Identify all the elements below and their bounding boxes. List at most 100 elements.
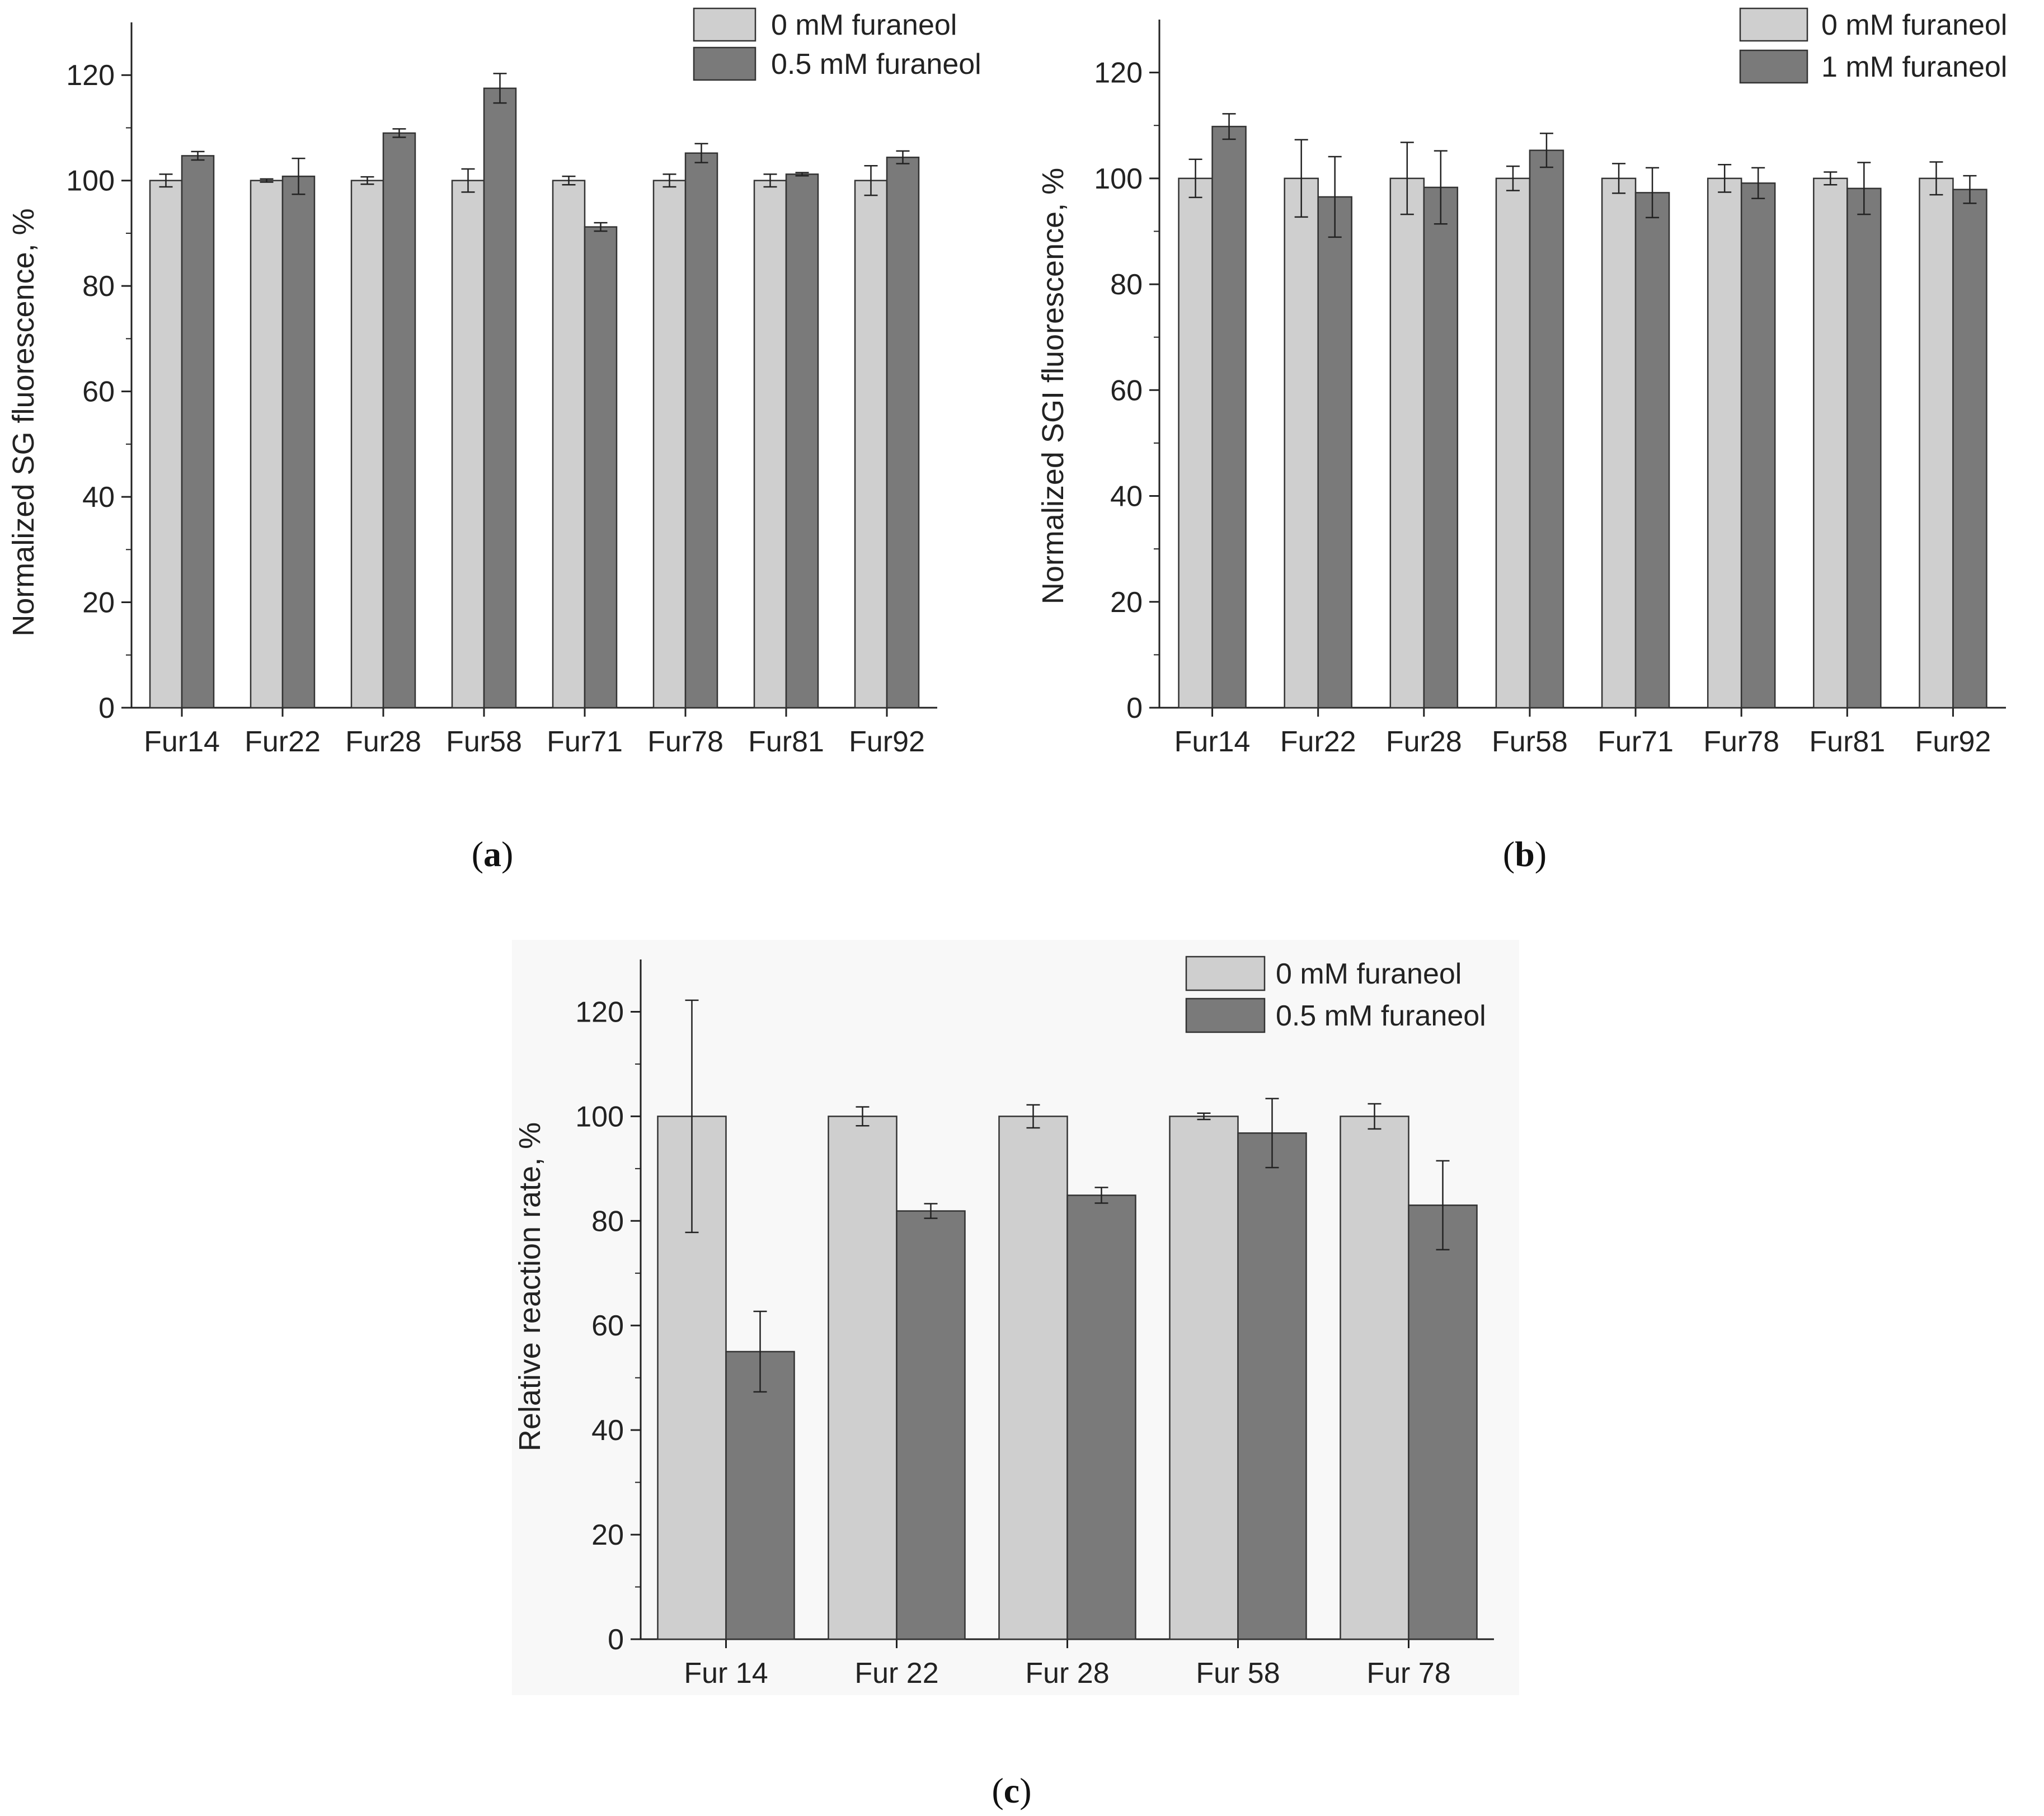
bar: [1178, 177, 1213, 709]
error-bar: [1434, 150, 1448, 225]
legend: 0 mM furaneol 0.5 mM furaneol: [1185, 956, 1486, 1033]
x-tick-label: Fur78: [647, 726, 723, 758]
x-tick-label: Fur22: [245, 726, 321, 758]
x-tick-label: Fur14: [1174, 726, 1251, 758]
error-bar: [360, 176, 374, 185]
bar: [451, 180, 485, 709]
bar: [1284, 177, 1319, 709]
bar: [1529, 149, 1564, 709]
y-tick-label: 120: [575, 996, 624, 1028]
legend-swatch: [1739, 49, 1808, 84]
bar: [886, 156, 920, 709]
legend-swatch: [1185, 998, 1266, 1033]
error-bar: [1094, 1187, 1108, 1204]
y-tick-label: 60: [591, 1310, 624, 1342]
y-tick-label: 120: [1094, 57, 1143, 90]
y-tick-label: 0: [608, 1624, 624, 1656]
bar: [552, 180, 586, 709]
chart-panel-c: 0 20 40 60 80 100 120 Fur 14 Fur 22 Fur 28 Fur 58 F…: [512, 940, 1519, 1810]
x-tick-label: Fur58: [446, 726, 522, 758]
error-bar: [493, 73, 507, 104]
bar: [652, 180, 687, 709]
error-bar: [1026, 1104, 1040, 1129]
x-tick-label: Fur92: [849, 726, 925, 758]
bar: [250, 180, 284, 709]
legend-label: 0 mM furaneol: [1276, 958, 1462, 990]
error-bar: [1197, 1112, 1211, 1121]
y-tick-label: 80: [591, 1205, 624, 1238]
legend-label: 0.5 mM furaneol: [1276, 1000, 1486, 1032]
error-bar: [753, 1310, 767, 1393]
bar: [1408, 1205, 1478, 1640]
y-tick-label: 20: [1110, 586, 1143, 619]
bar: [1340, 1116, 1409, 1640]
y-tick-label: 40: [591, 1414, 624, 1447]
error-bar: [924, 1203, 938, 1219]
y-axis-title: Normalized SG fluorescence, %: [7, 208, 40, 636]
x-tick-label: Fur28: [345, 726, 421, 758]
error-bar: [795, 172, 809, 177]
error-bar: [694, 143, 708, 163]
bar: [1601, 177, 1637, 709]
error-bar: [461, 168, 475, 193]
y-tick-label: 40: [1110, 481, 1143, 513]
y-tick-label: 20: [591, 1519, 624, 1551]
bar: [1634, 192, 1670, 709]
y-tick-label: 40: [82, 481, 115, 514]
chart-panel-b: 0 20 40 60 80 100 120 Fur14 Fur22 Fur28 Fur58 Fur71…: [1036, 7, 2007, 874]
y-tick-label: 20: [82, 587, 115, 619]
error-bar: [1824, 171, 1838, 186]
x-tick-label: Fur 28: [1025, 1657, 1109, 1690]
error-bar: [1929, 161, 1943, 196]
bar: [382, 132, 416, 709]
error-bar: [1857, 162, 1871, 215]
legend-label: 0.5 mM furaneol: [771, 48, 981, 81]
error-bar: [896, 150, 910, 164]
error-bar: [864, 165, 878, 196]
bar: [785, 173, 819, 709]
error-bar: [662, 173, 676, 188]
error-bar: [1436, 1160, 1450, 1250]
error-bar: [1718, 163, 1732, 193]
x-tick-label: Fur 22: [854, 1657, 938, 1690]
error-bar: [1400, 142, 1414, 215]
error-bar: [1222, 113, 1236, 140]
bar: [149, 180, 183, 709]
y-tick-label: 100: [66, 165, 115, 197]
legend-label: 0 mM furaneol: [1821, 9, 2007, 41]
bar: [483, 87, 517, 709]
bar: [725, 1351, 795, 1640]
bar: [1919, 177, 1954, 709]
bar: [998, 1116, 1068, 1640]
x-tick-label: Fur58: [1492, 726, 1568, 758]
y-tick-label: 80: [1110, 269, 1143, 301]
panel-label-b: (b): [1503, 834, 1547, 874]
error-bar: [392, 128, 406, 138]
bar: [1495, 177, 1531, 709]
x-tick-label: Fur81: [1809, 726, 1885, 758]
bar: [1813, 177, 1848, 709]
chart-panel-a: 0 20 40 60 80 100 120 Fur14 Fur22 Fur28 Fur58 Fur71…: [7, 7, 981, 874]
bar: [584, 226, 618, 709]
x-tick-label: Fur71: [547, 726, 623, 758]
y-tick-label: 80: [82, 270, 115, 303]
error-bar: [1294, 139, 1308, 218]
error-bar: [1539, 133, 1553, 168]
legend-swatch: [1739, 7, 1808, 42]
x-tick-label: Fur 14: [684, 1657, 768, 1690]
bar: [1066, 1194, 1136, 1640]
error-bar: [1506, 165, 1520, 191]
error-bar: [856, 1106, 870, 1127]
y-tick-label: 60: [82, 376, 115, 408]
legend-swatch: [693, 46, 756, 81]
x-tick-label: Fur14: [144, 726, 220, 758]
bar: [1317, 196, 1352, 709]
legend-label: 0 mM furaneol: [771, 9, 957, 41]
error-bar: [1751, 167, 1765, 200]
legend-swatch: [1185, 956, 1266, 991]
legend-label: 1 mM furaneol: [1821, 51, 2007, 83]
y-tick-label: 60: [1110, 374, 1143, 407]
bar: [1740, 182, 1776, 709]
bar: [1237, 1132, 1307, 1640]
